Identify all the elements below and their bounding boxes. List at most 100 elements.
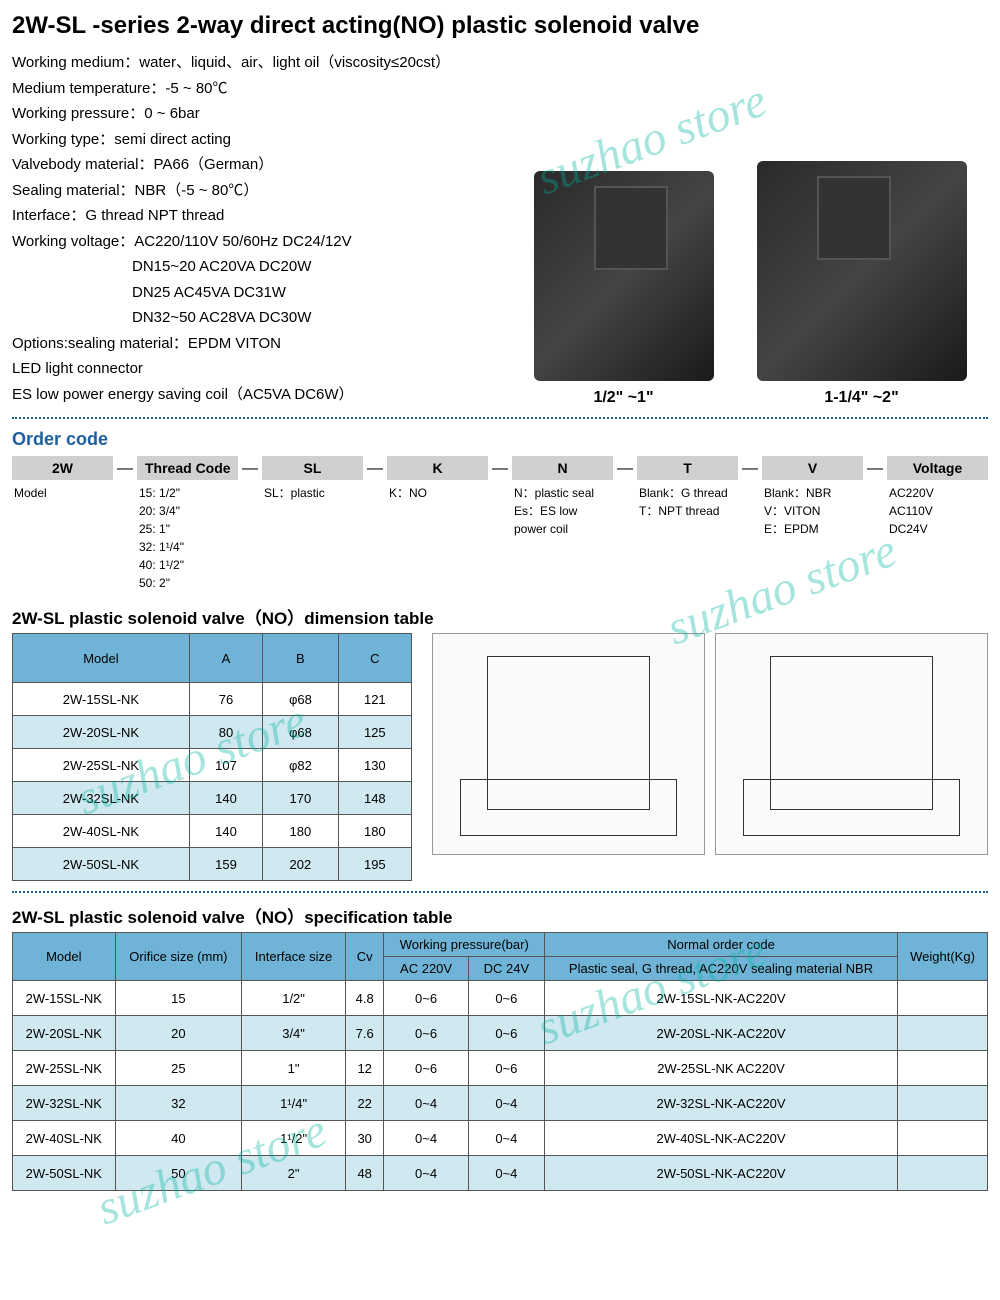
dim-table-header: C [338, 634, 411, 683]
table-row: 2W-32SL-NK321¹/4"220~40~42W-32SL-NK-AC22… [13, 1086, 988, 1121]
order-code-chip: K [387, 456, 488, 480]
spec-cell [898, 1016, 988, 1051]
spec-table-header: Model [13, 933, 116, 981]
order-code-dash: — [617, 456, 633, 478]
spec-cell [898, 1086, 988, 1121]
order-code-dash: — [867, 456, 883, 478]
spec-cell: 2W-32SL-NK-AC220V [545, 1086, 898, 1121]
spec-cell: 2" [242, 1156, 346, 1191]
dim-section: ModelABC2W-15SL-NK76φ681212W-20SL-NK80φ6… [12, 633, 988, 881]
spec-line: DN15~20 AC20VA DC20W [12, 254, 492, 280]
spec-cell: 32 [115, 1086, 242, 1121]
spec-table-subheader: DC 24V [468, 957, 544, 981]
product-images: 1/2" ~1" 1-1/4" ~2" [512, 50, 988, 407]
spec-cell: 0~4 [468, 1156, 544, 1191]
spec-cell: 0~4 [468, 1086, 544, 1121]
table-row: 2W-15SL-NK76φ68121 [13, 683, 412, 716]
dim-table-wrap: ModelABC2W-15SL-NK76φ681212W-20SL-NK80φ6… [12, 633, 412, 881]
order-code-dash: — [242, 456, 258, 478]
order-code-dash: — [492, 456, 508, 478]
order-code-chip: 2W [12, 456, 113, 480]
spec-cell: 2W-15SL-NK [13, 981, 116, 1016]
dim-cell: φ82 [263, 749, 339, 782]
order-code-desc: SL：plastic [262, 480, 363, 506]
page-container: 2W-SL -series 2-way direct acting(NO) pl… [12, 12, 988, 1191]
order-code-dash: — [367, 456, 383, 478]
dim-cell: 107 [189, 749, 262, 782]
drawing-small-valve [432, 633, 705, 855]
spec-cell: 0~4 [384, 1086, 468, 1121]
spec-cell: 0~6 [384, 1051, 468, 1086]
dim-table-header: A [189, 634, 262, 683]
spec-line: Valvebody material：PA66（German） [12, 152, 492, 178]
spec-cell: 0~6 [384, 1016, 468, 1051]
spec-table-header: Orifice size (mm) [115, 933, 242, 981]
dim-cell: 195 [338, 848, 411, 881]
order-code-dash: — [742, 456, 758, 478]
product-image-1: 1/2" ~1" [534, 171, 714, 407]
spec-cell: 0~4 [384, 1156, 468, 1191]
spec-line: Interface：G thread NPT thread [12, 203, 492, 229]
spec-cell: 1" [242, 1051, 346, 1086]
spec-table-header: Working pressure(bar) [384, 933, 545, 957]
dim-cell: 76 [189, 683, 262, 716]
order-code-col: VoltageAC220V AC110V DC24V [887, 456, 988, 542]
valve-image-large [757, 161, 967, 381]
spec-cell: 0~6 [468, 1051, 544, 1086]
spec-table-subheader: Plastic seal, G thread, AC220V sealing m… [545, 957, 898, 981]
spec-table-header: Cv [345, 933, 384, 981]
spec-cell: 1¹/2" [242, 1121, 346, 1156]
specs-text: Working medium：water、liquid、air、light oi… [12, 50, 492, 407]
table-row: 2W-50SL-NK159202195 [13, 848, 412, 881]
dim-cell: φ68 [263, 683, 339, 716]
order-code-chip: N [512, 456, 613, 480]
spec-cell: 0~6 [468, 1016, 544, 1051]
order-code-desc: K：NO [387, 480, 488, 506]
spec-line: Sealing material：NBR（-5 ~ 80℃） [12, 178, 492, 204]
spec-cell: 50 [115, 1156, 242, 1191]
spec-line: Working medium：water、liquid、air、light oi… [12, 50, 492, 76]
spec-cell: 22 [345, 1086, 384, 1121]
dim-cell: 159 [189, 848, 262, 881]
table-row: 2W-20SL-NK203/4"7.60~60~62W-20SL-NK-AC22… [13, 1016, 988, 1051]
spec-cell: 0~4 [384, 1121, 468, 1156]
order-code-desc: Blank：G thread T：NPT thread [637, 480, 738, 524]
spec-line: DN25 AC45VA DC31W [12, 280, 492, 306]
order-code-chip: V [762, 456, 863, 480]
spec-cell: 40 [115, 1121, 242, 1156]
dim-cell: 2W-40SL-NK [13, 815, 190, 848]
order-code-chip: Voltage [887, 456, 988, 480]
order-code-col: VBlank：NBR V：VITON E：EPDM [762, 456, 863, 542]
dim-cell: 2W-25SL-NK [13, 749, 190, 782]
dimension-table: ModelABC2W-15SL-NK76φ681212W-20SL-NK80φ6… [12, 633, 412, 881]
order-code-col: NN：plastic seal Es：ES low power coil [512, 456, 613, 542]
dim-cell: 2W-15SL-NK [13, 683, 190, 716]
spec-line: Working type：semi direct acting [12, 127, 492, 153]
spec-cell: 1¹/4" [242, 1086, 346, 1121]
table-row: 2W-40SL-NK401¹/2"300~40~42W-40SL-NK-AC22… [13, 1121, 988, 1156]
page-title: 2W-SL -series 2-way direct acting(NO) pl… [12, 12, 988, 40]
order-code-header: Order code [12, 429, 988, 450]
spec-cell [898, 1156, 988, 1191]
spec-cell: 7.6 [345, 1016, 384, 1051]
spec-cell: 30 [345, 1121, 384, 1156]
spec-cell: 2W-50SL-NK [13, 1156, 116, 1191]
spec-cell: 1/2" [242, 981, 346, 1016]
spec-cell: 2W-50SL-NK-AC220V [545, 1156, 898, 1191]
spec-cell: 2W-15SL-NK-AC220V [545, 981, 898, 1016]
spec-cell: 2W-25SL-NK [13, 1051, 116, 1086]
order-code-desc: 15: 1/2" 20: 3/4" 25: 1" 32: 1¹/4" 40: 1… [137, 480, 238, 596]
table-row: 2W-40SL-NK140180180 [13, 815, 412, 848]
order-code-desc: N：plastic seal Es：ES low power coil [512, 480, 613, 542]
spec-line: Working voltage：AC220/110V 50/60Hz DC24/… [12, 229, 492, 255]
dim-cell: 2W-20SL-NK [13, 716, 190, 749]
order-code-chip: SL [262, 456, 363, 480]
spec-table-subheader: AC 220V [384, 957, 468, 981]
spec-cell [898, 981, 988, 1016]
spec-cell [898, 1121, 988, 1156]
dim-cell: 140 [189, 782, 262, 815]
spec-line: LED light connector [12, 356, 492, 382]
spec-cell: 2W-40SL-NK-AC220V [545, 1121, 898, 1156]
order-code-row: 2WModel—Thread Code15: 1/2" 20: 3/4" 25:… [12, 456, 988, 596]
spec-line: Working pressure：0 ~ 6bar [12, 101, 492, 127]
